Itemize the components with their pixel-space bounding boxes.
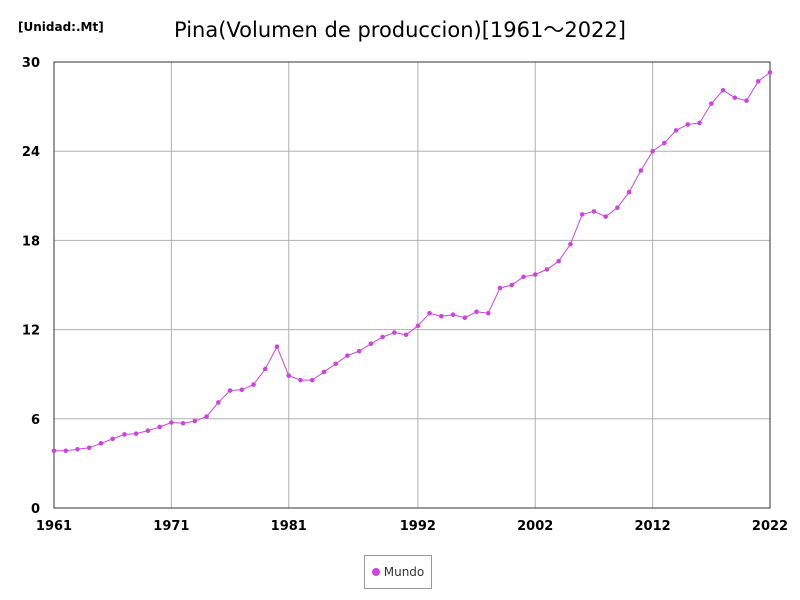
data-point	[239, 387, 245, 393]
x-tick-label: 1981	[271, 519, 307, 534]
data-point	[709, 101, 714, 106]
data-point	[392, 330, 397, 335]
data-point	[615, 205, 620, 210]
data-point	[380, 334, 385, 340]
legend-marker-icon	[371, 568, 380, 576]
data-point	[673, 128, 679, 133]
data-point	[122, 432, 127, 437]
data-point	[744, 98, 749, 103]
data-point	[356, 348, 362, 354]
data-point	[63, 448, 69, 454]
y-tick-label: 6	[31, 413, 40, 428]
data-point	[227, 388, 233, 393]
data-point	[579, 212, 585, 217]
data-point	[309, 377, 315, 383]
data-point	[532, 272, 538, 277]
data-point	[697, 120, 702, 126]
data-point	[180, 420, 186, 426]
data-point	[51, 448, 57, 454]
data-point	[286, 373, 292, 378]
data-point	[626, 189, 632, 195]
data-point	[439, 313, 444, 319]
data-point	[98, 441, 104, 446]
data-point	[603, 214, 608, 219]
data-point	[450, 312, 456, 318]
data-point	[591, 209, 597, 214]
data-point	[321, 369, 327, 375]
data-point	[767, 70, 773, 75]
data-point	[521, 274, 526, 280]
data-point	[204, 414, 209, 419]
y-tick-label: 24	[22, 145, 40, 160]
data-point	[650, 148, 655, 154]
data-point	[368, 341, 374, 347]
data-point	[415, 323, 421, 329]
data-point	[462, 315, 468, 321]
data-point	[638, 168, 644, 173]
data-point	[544, 267, 550, 272]
data-point	[216, 400, 221, 405]
unit-label: [Unidad:.Mt]	[18, 20, 104, 34]
data-point	[251, 382, 256, 387]
data-point	[75, 446, 80, 452]
data-point	[732, 95, 738, 100]
x-tick-label: 2002	[517, 519, 553, 534]
y-tick-label: 30	[22, 56, 40, 71]
data-point	[192, 418, 198, 424]
x-tick-label: 2012	[635, 519, 671, 534]
x-tick-label: 1971	[153, 519, 189, 534]
data-point	[556, 258, 562, 264]
data-point	[274, 344, 280, 349]
x-tick-label: 2022	[752, 519, 788, 534]
data-point	[509, 282, 515, 288]
x-tick-label: 1961	[36, 519, 72, 534]
data-point	[755, 79, 761, 84]
legend-label: Mundo	[383, 565, 425, 579]
legend: Mundo	[364, 555, 432, 589]
data-point	[145, 428, 151, 433]
x-tick-label: 1992	[400, 519, 436, 534]
data-point	[662, 140, 667, 146]
data-point	[403, 332, 409, 338]
data-point	[333, 361, 339, 367]
y-tick-label: 0	[31, 502, 40, 517]
data-point	[169, 420, 174, 425]
data-point	[485, 310, 491, 316]
data-point	[110, 436, 115, 442]
data-point	[685, 122, 691, 127]
data-point	[474, 309, 479, 315]
data-point	[427, 310, 432, 316]
data-point	[298, 377, 303, 383]
data-point	[568, 241, 573, 247]
plot-border	[53, 61, 771, 509]
data-point	[86, 445, 92, 451]
y-tick-label: 18	[22, 234, 40, 249]
data-point	[157, 424, 162, 430]
data-point	[133, 431, 139, 436]
data-point	[720, 87, 726, 93]
plot-area	[54, 62, 770, 508]
chart-title: Pina(Volumen de produccion)[1961～2022]	[174, 18, 626, 42]
data-point	[262, 366, 268, 372]
y-tick-label: 12	[22, 324, 40, 339]
data-point	[345, 353, 350, 358]
data-point	[497, 285, 503, 291]
